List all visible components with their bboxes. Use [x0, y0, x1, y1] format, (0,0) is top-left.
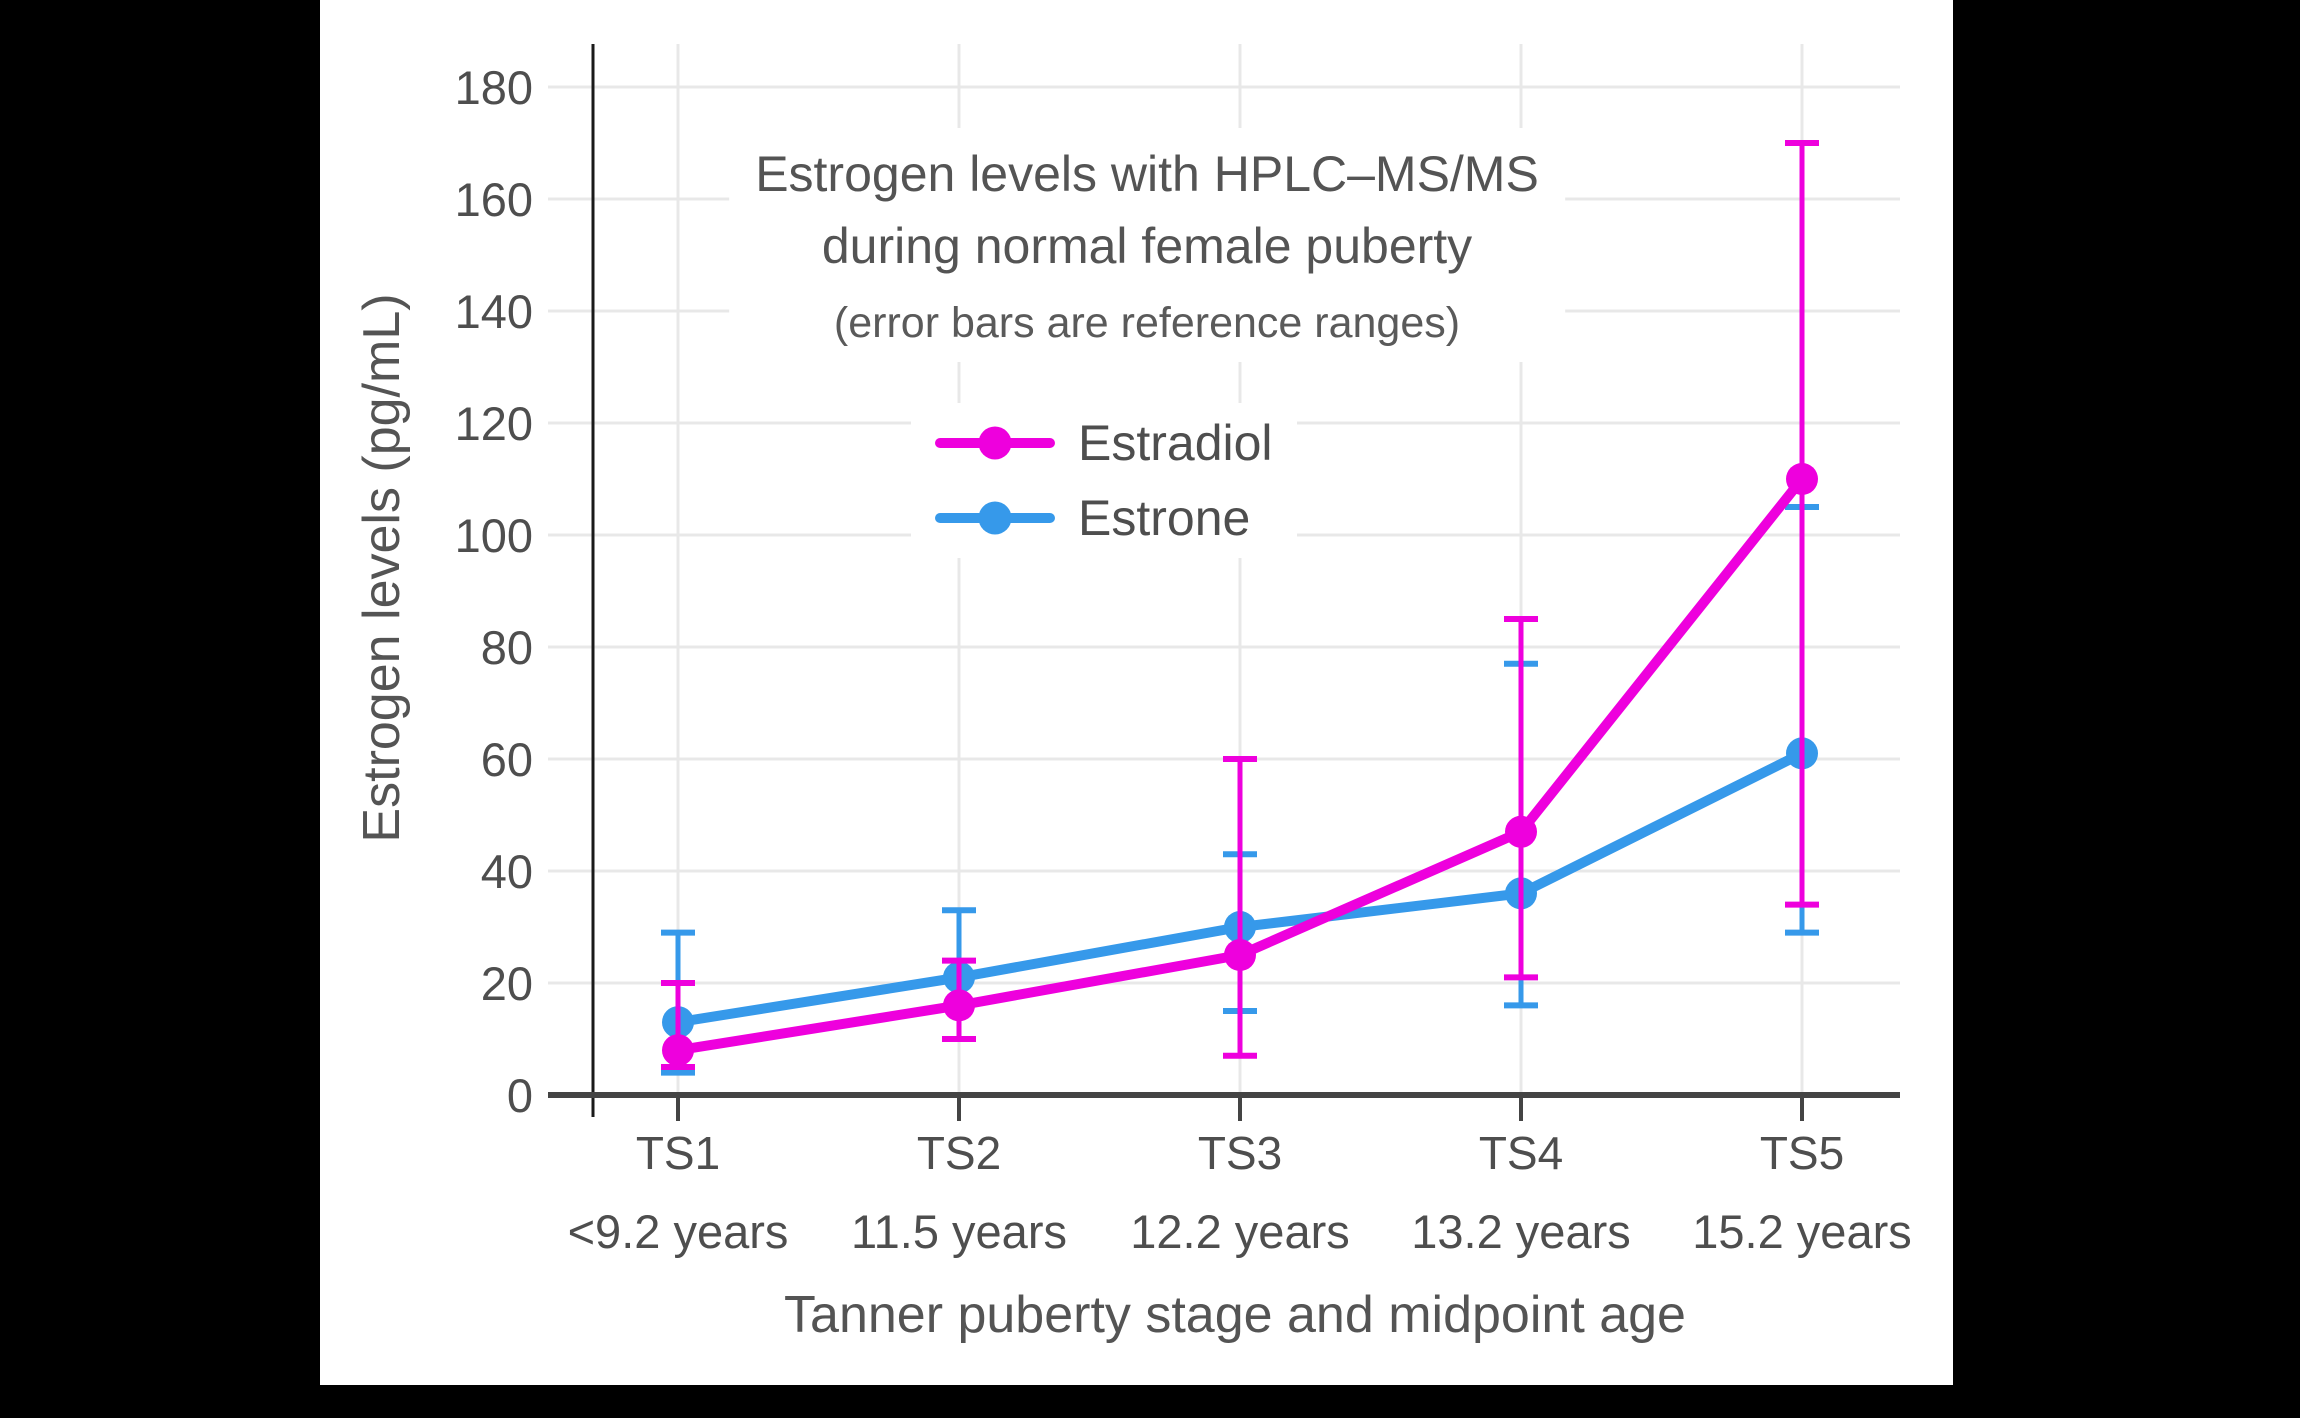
- x-axis-title: Tanner puberty stage and midpoint age: [784, 1286, 1686, 1344]
- legend-item-estradiol[interactable]: Estradiol: [935, 415, 1273, 471]
- x-age-label-TS4: 13.2 years: [1411, 1205, 1630, 1258]
- y-tick-label-140: 140: [455, 285, 533, 338]
- x-tick-label-TS1: TS1: [636, 1127, 720, 1179]
- y-tick-label-160: 160: [455, 173, 533, 226]
- y-tick-label-120: 120: [455, 397, 533, 450]
- x-age-label-TS5: 15.2 years: [1692, 1205, 1911, 1258]
- x-tick-label-TS2: TS2: [917, 1127, 1001, 1179]
- x-tick-label-TS4: TS4: [1479, 1127, 1563, 1179]
- legend-label-estrone: Estrone: [1078, 490, 1251, 546]
- legend: Estradiol Estrone: [911, 403, 1297, 558]
- data-point-estradiol-TS3: [1224, 939, 1256, 971]
- y-tick-label-60: 60: [481, 733, 533, 786]
- estrone-marker-icon: [978, 501, 1012, 535]
- data-point-estradiol-TS2: [943, 989, 975, 1022]
- chart-plot-area: 0 20 40 60 80 100 120 140 160 180 TS1 <9.2 years TS2…: [455, 44, 1912, 1258]
- legend-item-estrone[interactable]: Estrone: [935, 490, 1273, 546]
- chart-title-line1: Estrogen levels with HPLC–MS/MS: [755, 146, 1539, 202]
- y-axis-title: Estrogen levels (pg/mL): [353, 293, 411, 843]
- legend-label-estradiol: Estradiol: [1078, 415, 1273, 471]
- x-age-label-TS3: 12.2 years: [1130, 1205, 1349, 1258]
- y-tick-label-20: 20: [481, 957, 533, 1010]
- chart-title-line2: during normal female puberty: [821, 218, 1473, 274]
- x-age-label-TS2: 11.5 years: [851, 1205, 1067, 1258]
- chart-title-block: Estrogen levels with HPLC–MS/MS during n…: [729, 128, 1565, 362]
- y-tick-label-80: 80: [481, 621, 533, 674]
- y-tick-label-180: 180: [455, 61, 533, 114]
- y-tick-label-0: 0: [507, 1069, 533, 1122]
- estrone-line-sample: [935, 501, 1055, 535]
- data-point-estradiol-TS5: [1786, 463, 1818, 495]
- estradiol-line-sample: [935, 426, 1055, 460]
- x-tick-label-TS3: TS3: [1198, 1127, 1282, 1179]
- chart-subtitle: (error bars are reference ranges): [833, 299, 1461, 347]
- y-tick-label-40: 40: [481, 845, 533, 898]
- y-tick-label-100: 100: [455, 509, 533, 562]
- x-tick-label-TS5: TS5: [1760, 1127, 1844, 1179]
- chart-panel: 0 20 40 60 80 100 120 140 160 180 TS1 <9.2 years TS2…: [320, 0, 1953, 1385]
- x-age-label-TS1: <9.2 years: [568, 1205, 789, 1258]
- data-point-estradiol-TS4: [1505, 815, 1537, 848]
- estradiol-marker-icon: [978, 426, 1012, 460]
- data-point-estradiol-TS1: [662, 1034, 694, 1067]
